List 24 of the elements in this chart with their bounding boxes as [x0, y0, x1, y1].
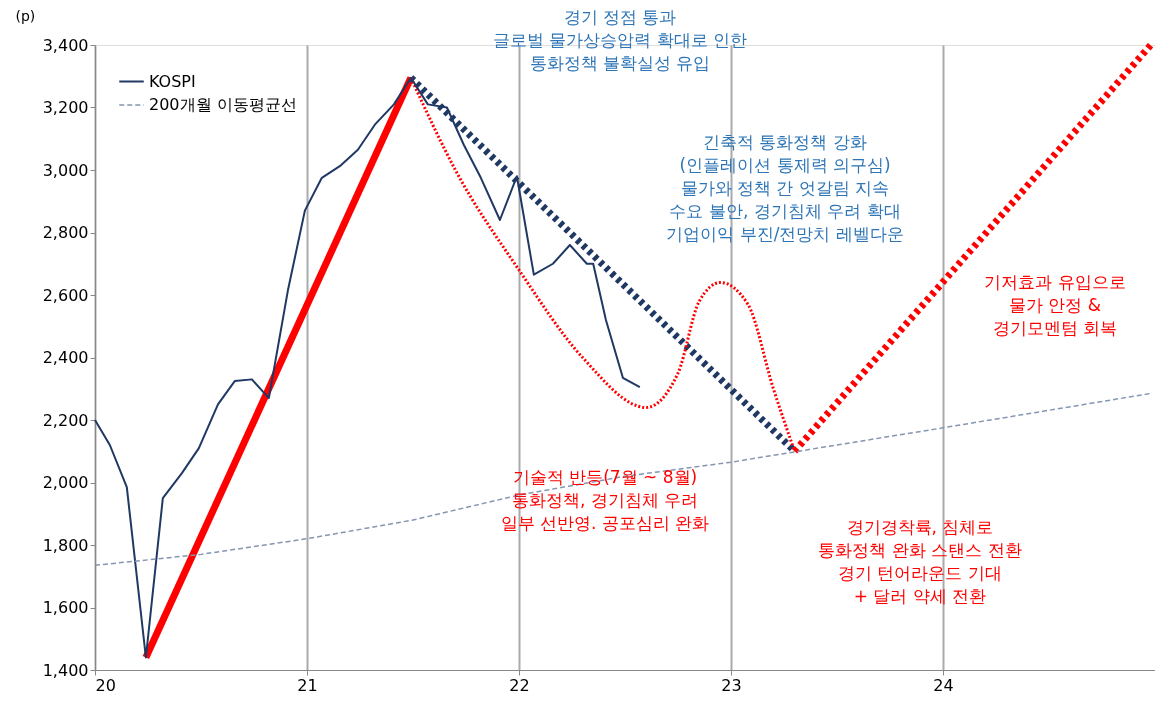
y-tick-label: 3,000 [42, 160, 89, 180]
y-tick-label: 2,800 [42, 223, 89, 242]
y-tick-label: 1,400 [42, 660, 89, 680]
x-tick-label: 22 [509, 675, 530, 695]
x-tick-label: 23 [721, 675, 742, 695]
annotation: 긴축적 통화정책 강화 (인플레이션 통제력 의구심) 물가와 정책 간 엇갈림 지속 수요 불안, 경기침체 우려 확대 기업이익 부진/전망치 레벨다운 [666, 132, 904, 244]
y-tick-label: 3,400 [42, 35, 89, 55]
y-tick-label: 2,000 [42, 473, 89, 492]
x-tick-label: 21 [297, 675, 318, 695]
x-tick-label: 20 [95, 675, 116, 695]
y-tick-label: 3,200 [42, 98, 89, 117]
y-axis-title: (p) [15, 7, 36, 24]
annotation: 경기 정점 통과 글로벌 물가상승압력 확대로 인한 통화정책 불확실성 유입 [492, 7, 748, 73]
y-tick-label: 1,800 [42, 535, 89, 555]
legend-label: 200개월 이동평균선 [149, 95, 297, 114]
annotation: 기저효과 유입으로 물가 안정 & 경기모멘텀 회복 [984, 272, 1126, 338]
annotation: 경기경착륙, 침체로 통화정책 완화 스탠스 전환 경기 턴어라운드 기대 + 달러 약세 전환 [818, 517, 1022, 606]
y-tick-label: 2,400 [42, 348, 89, 367]
legend-label: KOSPI [149, 71, 196, 91]
y-tick-label: 2,200 [42, 410, 89, 430]
y-tick-label: 2,600 [42, 285, 89, 305]
x-tick-label: 24 [933, 675, 954, 695]
annotation: 기술적 반등(7월 ~ 8월) 통화정책, 경기침체 우려 일부 선반영. 공포심리 완화 [500, 467, 710, 533]
y-tick-label: 1,600 [42, 598, 89, 617]
